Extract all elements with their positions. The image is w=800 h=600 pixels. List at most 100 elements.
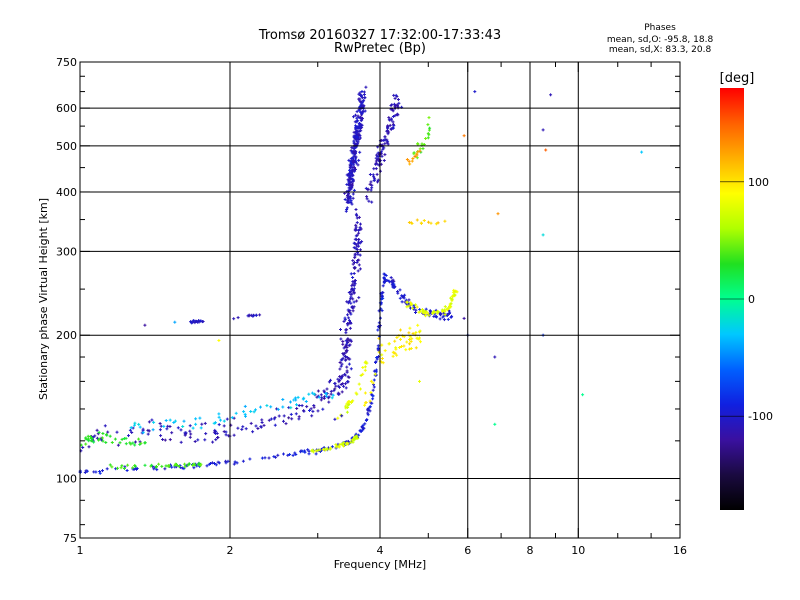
data-point bbox=[208, 462, 210, 466]
data-point bbox=[359, 91, 361, 95]
data-point bbox=[88, 437, 90, 441]
data-point bbox=[233, 416, 235, 420]
data-point bbox=[339, 361, 341, 364]
data-point bbox=[362, 423, 364, 427]
data-point bbox=[339, 385, 340, 389]
data-point bbox=[311, 414, 313, 418]
data-point bbox=[130, 442, 132, 446]
data-point bbox=[397, 98, 399, 101]
data-point bbox=[345, 406, 347, 410]
data-point bbox=[200, 426, 202, 430]
x-axis-label: Frequency [MHz] bbox=[334, 558, 426, 571]
data-point bbox=[430, 309, 431, 313]
data-point bbox=[346, 410, 348, 414]
data-point bbox=[358, 122, 360, 125]
data-point bbox=[136, 467, 138, 470]
data-point bbox=[369, 399, 371, 403]
data-point bbox=[330, 389, 332, 393]
data-point bbox=[84, 471, 86, 474]
data-point bbox=[355, 243, 357, 247]
data-point bbox=[397, 290, 398, 294]
data-point bbox=[135, 464, 136, 468]
data-point bbox=[344, 345, 346, 349]
data-point bbox=[377, 154, 379, 158]
data-point bbox=[364, 401, 366, 405]
data-point bbox=[194, 321, 196, 325]
data-point bbox=[179, 464, 181, 467]
data-point bbox=[406, 340, 408, 344]
data-point bbox=[348, 180, 350, 184]
data-point bbox=[359, 105, 361, 109]
data-point bbox=[226, 417, 228, 421]
data-point bbox=[357, 269, 359, 273]
data-point bbox=[352, 440, 354, 444]
data-point bbox=[349, 299, 350, 303]
data-point bbox=[356, 248, 358, 251]
data-point bbox=[447, 313, 448, 317]
data-point bbox=[348, 375, 350, 379]
data-point bbox=[167, 424, 169, 428]
data-point bbox=[353, 150, 355, 154]
data-point bbox=[422, 147, 424, 151]
data-point bbox=[353, 141, 355, 145]
data-point bbox=[542, 233, 544, 237]
data-point bbox=[388, 118, 390, 122]
data-point bbox=[348, 158, 350, 162]
data-point bbox=[365, 360, 367, 364]
data-point bbox=[337, 384, 339, 388]
data-point bbox=[361, 101, 363, 105]
data-point bbox=[381, 360, 382, 364]
data-point bbox=[419, 330, 420, 334]
data-point bbox=[494, 355, 496, 359]
data-point bbox=[410, 302, 412, 306]
data-point bbox=[245, 427, 247, 431]
data-point bbox=[395, 346, 397, 350]
data-point bbox=[127, 463, 129, 467]
data-point bbox=[381, 154, 383, 158]
data-point bbox=[194, 440, 196, 443]
data-point bbox=[393, 102, 395, 106]
data-point bbox=[364, 96, 366, 99]
data-point bbox=[353, 246, 355, 250]
data-point bbox=[350, 272, 352, 276]
data-point bbox=[361, 240, 363, 244]
data-point bbox=[337, 392, 339, 396]
data-point bbox=[350, 164, 352, 168]
data-point bbox=[85, 442, 87, 446]
data-point bbox=[277, 407, 279, 411]
data-point bbox=[383, 272, 385, 276]
data-point bbox=[351, 284, 353, 288]
data-point bbox=[429, 126, 431, 130]
data-point bbox=[292, 453, 294, 457]
data-point bbox=[349, 319, 350, 323]
data-point bbox=[343, 346, 345, 350]
data-point bbox=[447, 317, 449, 321]
data-point bbox=[430, 221, 432, 225]
data-point bbox=[375, 156, 377, 160]
data-point bbox=[409, 326, 411, 330]
data-point bbox=[421, 308, 423, 311]
data-point bbox=[382, 291, 384, 295]
data-point bbox=[328, 380, 330, 384]
data-point bbox=[381, 357, 383, 360]
data-point bbox=[248, 314, 250, 318]
data-point bbox=[249, 457, 251, 461]
data-point bbox=[350, 440, 352, 444]
x-tick-label: 1 bbox=[77, 544, 84, 557]
data-point bbox=[345, 386, 347, 390]
data-point bbox=[142, 427, 144, 431]
data-point bbox=[408, 221, 410, 224]
data-point bbox=[102, 469, 103, 473]
data-point bbox=[545, 148, 547, 152]
data-point bbox=[218, 412, 220, 416]
data-point bbox=[454, 293, 456, 297]
data-point bbox=[444, 219, 446, 223]
data-point bbox=[386, 278, 388, 282]
data-point bbox=[401, 294, 403, 298]
data-point bbox=[160, 434, 162, 438]
data-point bbox=[364, 368, 366, 372]
data-point bbox=[352, 196, 354, 200]
data-point bbox=[354, 137, 356, 141]
data-point bbox=[255, 313, 257, 317]
